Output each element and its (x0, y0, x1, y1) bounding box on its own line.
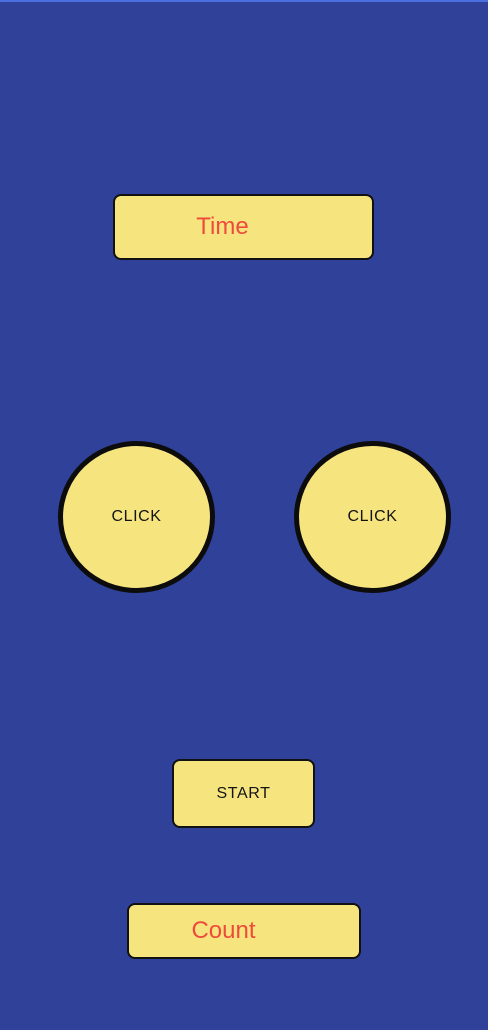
top-edge (0, 0, 488, 2)
count-label: Count (191, 917, 256, 944)
click-button-right-label: CLICK (347, 508, 398, 525)
click-button-left[interactable]: CLICK (58, 441, 215, 593)
click-button-right[interactable]: CLICK (294, 441, 451, 593)
count-display: Count (127, 903, 361, 959)
time-label: Time (196, 213, 249, 240)
start-button-label: START (216, 784, 271, 802)
time-display: Time (113, 194, 374, 260)
click-button-left-label: CLICK (111, 508, 162, 525)
start-button[interactable]: START (172, 759, 315, 828)
